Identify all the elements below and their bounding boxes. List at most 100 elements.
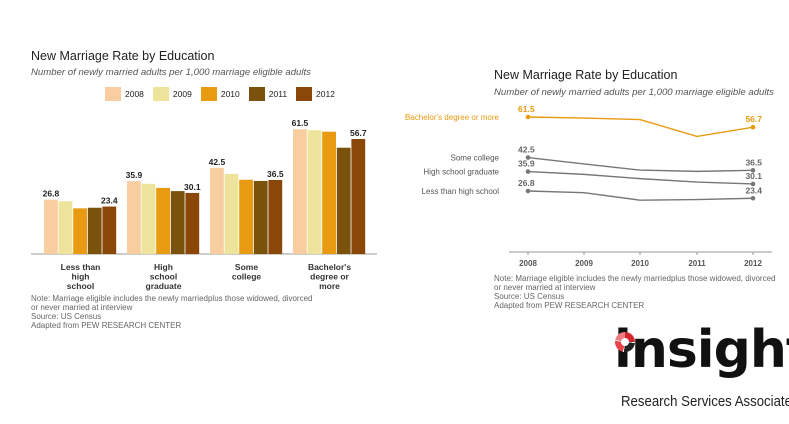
bar-note-line: Adapted from PEW RESEARCH CENTER xyxy=(31,321,182,330)
bar-note-line: Source: US Census xyxy=(31,312,102,321)
series-line xyxy=(527,190,754,201)
bar-chart-title: New Marriage Rate by Education xyxy=(31,49,215,63)
series-endpoint xyxy=(750,181,756,187)
line-note-line: Adapted from PEW RESEARCH CENTER xyxy=(494,301,645,310)
series-end-value: 23.4 xyxy=(745,185,762,195)
legend-label: 2008 xyxy=(125,89,144,99)
bar xyxy=(127,181,141,254)
bar-data-label: 42.5 xyxy=(209,157,226,167)
legend-label: 2009 xyxy=(172,89,192,99)
category-label: graduate xyxy=(146,281,182,291)
bar xyxy=(253,180,268,254)
series-name-label: Some college xyxy=(451,154,500,163)
legend-swatch xyxy=(152,87,169,101)
series-name-label: Less than high school xyxy=(422,187,500,196)
series-endpoint xyxy=(525,155,531,160)
series-line xyxy=(527,156,754,173)
logo-dot-icon xyxy=(615,332,635,352)
legend-label: 2010 xyxy=(220,89,240,99)
bar xyxy=(87,207,102,254)
legend-item: 2009 xyxy=(152,87,192,101)
bar xyxy=(322,131,336,254)
bar xyxy=(293,129,307,254)
bar-data-label: 30.1 xyxy=(184,182,201,192)
line-chart-plot: 2008 2009 2010 2011 2012 Bachelor's degree or… xyxy=(405,104,772,268)
legend-item: 2010 xyxy=(200,87,240,101)
bar-data-label: 56.7 xyxy=(350,128,367,138)
series-start-value: 26.8 xyxy=(518,178,535,188)
legend-swatch xyxy=(105,87,121,101)
bar xyxy=(44,199,58,254)
logo-wordmark: insight xyxy=(614,320,789,380)
x-tick-label: 2012 xyxy=(744,259,762,268)
category-label: college xyxy=(232,272,262,282)
category-label: Less than xyxy=(61,262,101,272)
series-endpoint xyxy=(750,124,756,130)
line-note-line: Source: US Census xyxy=(494,292,565,301)
category-label: more xyxy=(319,281,340,291)
legend-swatch xyxy=(248,87,265,101)
x-tick-label: 2009 xyxy=(575,259,593,268)
bar xyxy=(185,192,200,254)
logo-tagline: Research Services Associated xyxy=(621,393,789,410)
bar xyxy=(268,179,283,254)
series-endpoint xyxy=(525,169,531,174)
category-label: degree or xyxy=(310,272,349,282)
series-start-value: 42.5 xyxy=(518,145,535,155)
bar-note-line: or never married at interview xyxy=(31,303,133,312)
series-name-label: High school graduate xyxy=(423,168,499,177)
bar-chart-subtitle: Number of newly married adults per 1,000… xyxy=(31,67,311,78)
bar xyxy=(351,138,366,254)
series-line xyxy=(527,170,754,185)
bar-data-label: 36.5 xyxy=(267,169,284,179)
legend-swatch xyxy=(200,87,217,101)
legend-swatch xyxy=(296,87,313,101)
series-start-value: 61.5 xyxy=(518,104,535,114)
category-label: school xyxy=(150,272,177,282)
bar xyxy=(73,208,87,254)
bar xyxy=(170,191,185,254)
bar xyxy=(58,201,73,254)
series-end-value: 56.7 xyxy=(745,114,762,124)
bar xyxy=(102,206,117,254)
series-end-value: 36.5 xyxy=(745,157,762,167)
bar xyxy=(224,173,239,254)
bar-chart-plot: Less thanhighschoolHighschoolgraduateSom… xyxy=(31,118,377,291)
bar-data-label: 61.5 xyxy=(292,118,309,128)
bar xyxy=(307,130,322,254)
series-line xyxy=(527,116,754,138)
bar-note-line: Note: Marriage eligible includes the new… xyxy=(31,294,313,303)
x-tick-label: 2011 xyxy=(688,259,706,268)
legend-label: 2012 xyxy=(316,89,335,99)
series-endpoint xyxy=(525,188,531,194)
bar xyxy=(156,187,170,254)
bar xyxy=(141,183,156,254)
bar xyxy=(210,167,224,254)
line-chart-panel: New Marriage Rate by Education Number of… xyxy=(485,0,789,320)
category-label: Some xyxy=(235,262,258,272)
x-tick-label: 2010 xyxy=(631,259,649,268)
series-endpoint xyxy=(750,168,756,173)
x-tick-label: 2008 xyxy=(519,259,537,268)
line-chart-subtitle: Number of newly married adults per 1,000… xyxy=(494,87,774,98)
legend-item: 2008 xyxy=(105,87,144,101)
legend-item: 2012 xyxy=(296,87,335,101)
line-chart-notes: Note: Marriage eligible includes the new… xyxy=(494,274,775,310)
line-note-line: or never married at interview xyxy=(494,283,596,292)
bar xyxy=(239,179,253,254)
series-start-value: 35.9 xyxy=(518,159,535,169)
series-endpoint xyxy=(750,195,756,201)
series-end-value: 30.1 xyxy=(745,171,762,181)
line-chart-title: New Marriage Rate by Education xyxy=(494,68,678,82)
line-note-line: Note: Marriage eligible includes the new… xyxy=(494,274,776,283)
bar-chart-notes: Note: Marriage eligible includes the new… xyxy=(31,294,312,330)
insight-logo: insight Research Services Associated xyxy=(614,324,789,416)
bar-data-label: 23.4 xyxy=(101,196,118,206)
legend-item: 2011 xyxy=(248,87,287,101)
category-label: high xyxy=(72,272,90,282)
category-label: school xyxy=(67,281,94,291)
bar-data-label: 26.8 xyxy=(43,189,60,199)
category-label: High xyxy=(154,262,173,272)
category-label: Bachelor's xyxy=(308,262,351,272)
series-name-label: Bachelor's degree or more xyxy=(405,113,500,122)
